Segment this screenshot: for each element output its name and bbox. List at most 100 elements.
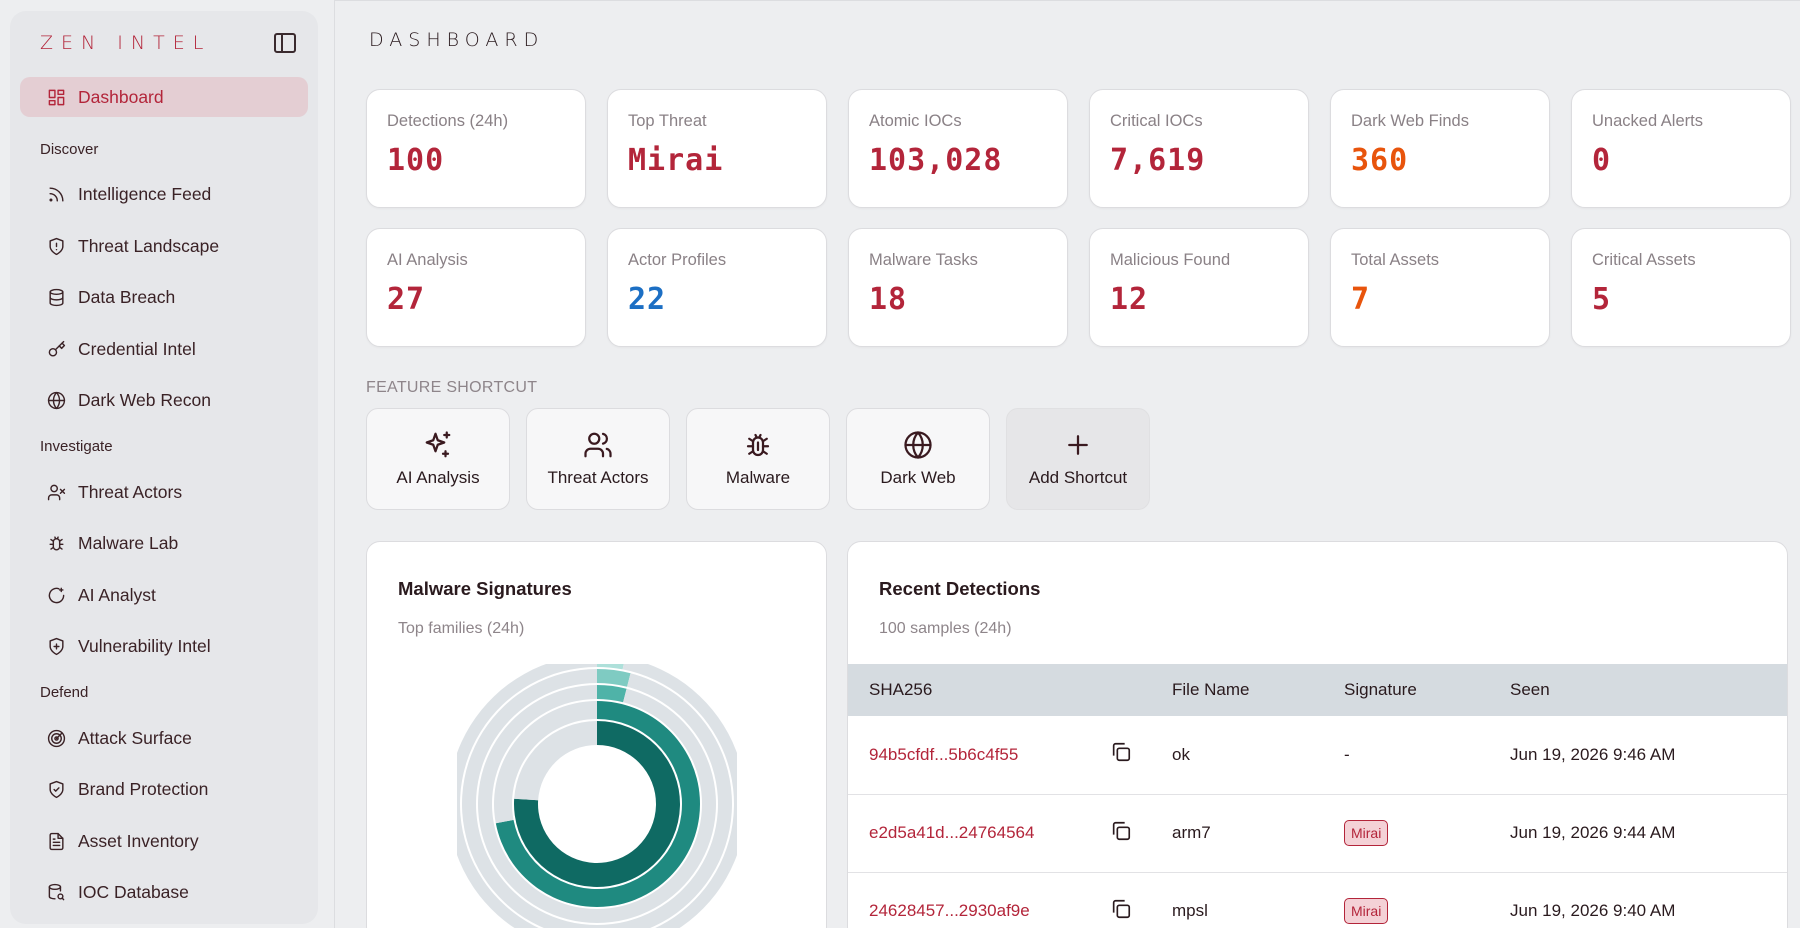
shortcut-label: Threat Actors [547, 468, 649, 487]
table-header-row: SHA256 File Name Signature Seen [848, 664, 1787, 716]
hash-link[interactable]: 94b5cfdf...5b6c4f55 [848, 716, 1110, 795]
main-content: DASHBOARD Detections (24h) 100 Top Threat… [334, 0, 1800, 928]
copy-icon [1112, 743, 1131, 762]
hash-link[interactable]: e2d5a41d...24764564 [848, 794, 1110, 873]
sidebar-item-label: Malware Lab [78, 533, 179, 554]
hash-link[interactable]: 24628457...2930af9e [848, 872, 1110, 928]
stat-card-critical-iocs[interactable]: Critical IOCs 7,619 [1089, 89, 1309, 208]
stat-label: Malware Tasks [869, 251, 978, 269]
section-investigate: Investigate [40, 438, 113, 455]
logo: ZEN INTEL [40, 32, 212, 54]
stat-card-dark-web-finds[interactable]: Dark Web Finds 360 [1330, 89, 1550, 208]
sidebar-item-threat-landscape[interactable]: Threat Landscape [20, 221, 308, 273]
file-name: arm7 [1172, 794, 1344, 873]
stat-card-actor-profiles[interactable]: Actor Profiles 22 [607, 228, 827, 347]
sidebar-item-ai-analyst[interactable]: AI Analyst [20, 570, 308, 622]
shortcut-ai-analysis[interactable]: AI Analysis [366, 408, 510, 510]
stat-value: 5 [1592, 282, 1612, 317]
sidebar: ZEN INTEL Dashboard Discover Intelligenc… [10, 11, 318, 924]
malware-signatures-card: Malware Signatures Top families (24h) [366, 541, 827, 928]
dashboard-icon [44, 85, 68, 109]
table-row[interactable]: 24628457...2930af9e mpsl Mirai Jun 19, 2… [848, 872, 1787, 928]
sidebar-item-label: IOC Database [78, 882, 189, 903]
database-icon [44, 286, 68, 310]
card-subtitle: Top families (24h) [398, 620, 525, 637]
plus-icon [1068, 435, 1088, 455]
users-icon [584, 432, 612, 458]
shortcut-bar: AI Analysis Threat Actors Malware Dark W… [366, 408, 1150, 510]
copy-button[interactable] [1110, 872, 1172, 928]
ring-2-segment-0 [597, 685, 627, 703]
sidebar-item-threat-actors[interactable]: Threat Actors [20, 467, 308, 519]
signature-text: - [1344, 716, 1510, 795]
stat-card-malware-tasks[interactable]: Malware Tasks 18 [848, 228, 1068, 347]
seen-time: Jun 19, 2026 9:40 AM [1510, 872, 1787, 928]
sidebar-toggle-icon[interactable] [274, 33, 296, 53]
stat-card-unacked-alerts[interactable]: Unacked Alerts 0 [1571, 89, 1791, 208]
table-row[interactable]: 94b5cfdf...5b6c4f55 ok - Jun 19, 2026 9:… [848, 716, 1787, 795]
card-subtitle: 100 samples (24h) [879, 620, 1012, 637]
sidebar-item-label: Asset Inventory [78, 830, 199, 851]
copy-button[interactable] [1110, 794, 1172, 873]
stat-card-atomic-iocs[interactable]: Atomic IOCs 103,028 [848, 89, 1068, 208]
copy-icon [1112, 821, 1131, 840]
signature-cell: Mirai [1344, 794, 1510, 873]
shortcut-threat-actors[interactable]: Threat Actors [526, 408, 670, 510]
sidebar-item-attack-surface[interactable]: Attack Surface [20, 713, 308, 765]
stat-label: Total Assets [1351, 251, 1440, 269]
user-x-icon [44, 480, 68, 504]
stat-card-total-assets[interactable]: Total Assets 7 [1330, 228, 1550, 347]
section-defend: Defend [40, 684, 89, 701]
signature-badge[interactable]: Mirai [1344, 898, 1389, 924]
malware-donut-chart [457, 664, 737, 928]
page-title: DASHBOARD [369, 29, 545, 51]
ring-1-segment-1 [494, 701, 597, 824]
sidebar-item-ioc-database[interactable]: IOC Database [20, 867, 308, 919]
stat-value: 0 [1592, 143, 1612, 178]
sidebar-item-label: AI Analyst [78, 584, 156, 605]
sidebar-item-asset-inventory[interactable]: Asset Inventory [20, 816, 308, 868]
sidebar-item-malware-lab[interactable]: Malware Lab [20, 518, 308, 570]
shortcut-malware[interactable]: Malware [686, 408, 830, 510]
card-title: Malware Signatures [398, 578, 572, 599]
column-header-file-name[interactable]: File Name [1172, 680, 1250, 699]
card-title: Recent Detections [879, 578, 1041, 599]
column-header-sha256[interactable]: SHA256 [869, 680, 933, 699]
stat-label: Critical IOCs [1110, 112, 1203, 130]
sidebar-item-intelligence-feed[interactable]: Intelligence Feed [20, 169, 308, 221]
sidebar-item-brand-protection[interactable]: Brand Protection [20, 764, 308, 816]
stat-card-ai-analysis[interactable]: AI Analysis 27 [366, 228, 586, 347]
copy-button[interactable] [1110, 716, 1172, 795]
bug-icon [44, 532, 68, 556]
shortcut-dark-web[interactable]: Dark Web [846, 408, 990, 510]
sidebar-item-vulnerability-intel[interactable]: Vulnerability Intel [20, 621, 308, 673]
sparkles-icon [425, 431, 451, 458]
sidebar-item-dashboard[interactable]: Dashboard [20, 77, 308, 117]
shortcut-section-label: FEATURE SHORTCUT [366, 379, 538, 396]
add-shortcut-button[interactable]: Add Shortcut [1006, 408, 1150, 510]
stat-label: Actor Profiles [628, 251, 727, 269]
shortcut-label: AI Analysis [396, 468, 480, 487]
radar-icon [44, 726, 68, 750]
sidebar-item-dark-web-recon[interactable]: Dark Web Recon [20, 375, 308, 427]
bug-icon [746, 433, 770, 457]
shortcut-label: Malware [725, 468, 791, 487]
sidebar-item-data-breach[interactable]: Data Breach [20, 272, 308, 324]
stat-label: Detections (24h) [387, 112, 509, 130]
sidebar-item-credential-intel[interactable]: Credential Intel [20, 324, 308, 376]
sidebar-item-label: Dark Web Recon [78, 390, 211, 411]
signature-badge[interactable]: Mirai [1344, 820, 1389, 846]
stat-card-critical-assets[interactable]: Critical Assets 5 [1571, 228, 1791, 347]
sidebar-item-label: Threat Actors [78, 481, 183, 502]
stat-card-detections[interactable]: Detections (24h) 100 [366, 89, 586, 208]
column-header-seen[interactable]: Seen [1510, 680, 1550, 699]
stat-label: Unacked Alerts [1592, 112, 1703, 130]
stat-card-malicious-found[interactable]: Malicious Found 12 [1089, 228, 1309, 347]
shield-alert-icon [44, 234, 68, 258]
table-row[interactable]: e2d5a41d...24764564 arm7 Mirai Jun 19, 2… [848, 794, 1787, 873]
stat-label: AI Analysis [387, 251, 468, 269]
stat-card-top-threat[interactable]: Top Threat Mirai [607, 89, 827, 208]
signature-cell: Mirai [1344, 872, 1510, 928]
seen-time: Jun 19, 2026 9:44 AM [1510, 794, 1787, 873]
column-header-signature[interactable]: Signature [1344, 680, 1417, 699]
